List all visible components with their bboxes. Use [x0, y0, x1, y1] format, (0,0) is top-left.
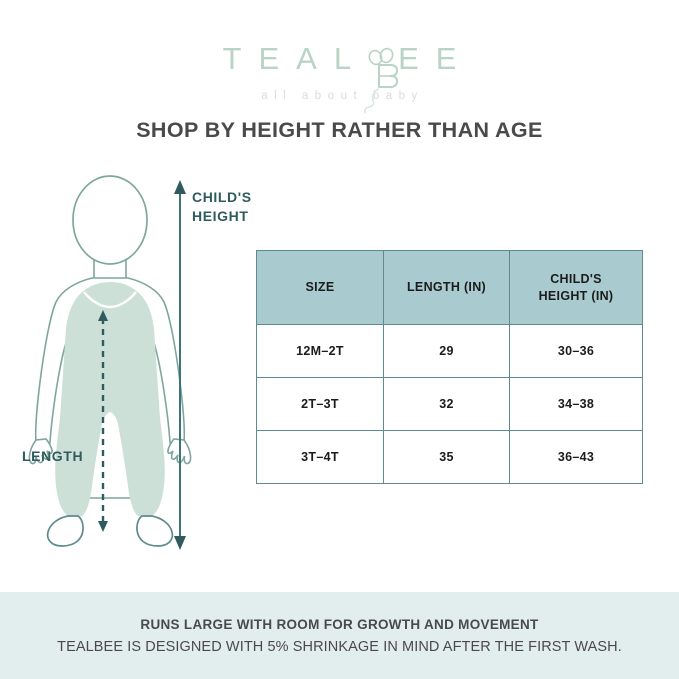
- footer-headline: RUNS LARGE WITH ROOM FOR GROWTH AND MOVE…: [140, 616, 539, 632]
- column-header-childs-height-line1: CHILD'S: [550, 271, 602, 286]
- logo-letter-e3: E: [435, 41, 474, 76]
- table-header-row: SIZE LENGTH (IN) CHILD'S HEIGHT (IN): [256, 250, 643, 325]
- table-row: 2T–3T 32 34–38: [256, 377, 643, 431]
- childs-height-label: CHILD'S HEIGHT: [192, 188, 252, 226]
- cell-height: 34–38: [509, 377, 643, 431]
- height-measure-arrow: [174, 180, 186, 550]
- cell-height: 36–43: [509, 430, 643, 484]
- bee-letter-b-icon: [364, 47, 399, 114]
- logo-letter-e2: E: [398, 41, 436, 76]
- childs-height-label-line2: HEIGHT: [192, 208, 249, 224]
- cell-length: 35: [383, 430, 510, 484]
- table-row: 12M–2T 29 30–36: [256, 324, 643, 378]
- table-row: 3T–4T 35 36–43: [256, 430, 643, 484]
- column-header-length: LENGTH (IN): [383, 250, 510, 325]
- cell-height: 30–36: [509, 324, 643, 378]
- length-measure-arrow: [98, 310, 108, 532]
- size-chart-table: SIZE LENGTH (IN) CHILD'S HEIGHT (IN) 12M…: [256, 250, 643, 484]
- column-header-childs-height: CHILD'S HEIGHT (IN): [509, 250, 643, 325]
- column-header-childs-height-line2: HEIGHT (IN): [538, 288, 614, 303]
- footer-subtext: TEALBEE IS DESIGNED WITH 5% SHRINKAGE IN…: [57, 638, 622, 655]
- logo-letter-t: T: [222, 41, 259, 76]
- page-title: SHOP BY HEIGHT RATHER THAN AGE: [136, 118, 543, 142]
- baby-figure-diagram: [28, 175, 192, 550]
- logo-letter-l: L: [333, 41, 369, 76]
- cell-size: 2T–3T: [256, 377, 384, 431]
- garment-sleeper: [46, 282, 174, 547]
- brand-tagline: all about baby: [261, 90, 424, 102]
- table-header: SIZE LENGTH (IN) CHILD'S HEIGHT (IN): [256, 250, 643, 325]
- logo-letter-e: E: [258, 41, 297, 76]
- footer-banner: RUNS LARGE WITH ROOM FOR GROWTH AND MOVE…: [0, 592, 679, 679]
- size-illustration: CHILD'S HEIGHT LENGTH: [14, 168, 264, 568]
- length-label: LENGTH: [22, 448, 84, 464]
- cell-length: 29: [383, 324, 510, 378]
- cell-size: 3T–4T: [256, 430, 384, 484]
- cell-size: 12M–2T: [256, 324, 384, 378]
- brand-logo: TEAL EE all about baby: [0, 38, 679, 114]
- column-header-size: SIZE: [256, 250, 384, 325]
- table-body: 12M–2T 29 30–36 2T–3T 32 34–38 3T–4T 35 …: [256, 324, 643, 484]
- logo-letter-a: A: [296, 41, 334, 76]
- baby-head: [72, 175, 148, 265]
- brand-wordmark: TEAL EE: [206, 38, 474, 114]
- cell-length: 32: [383, 377, 510, 431]
- childs-height-label-line1: CHILD'S: [192, 189, 252, 205]
